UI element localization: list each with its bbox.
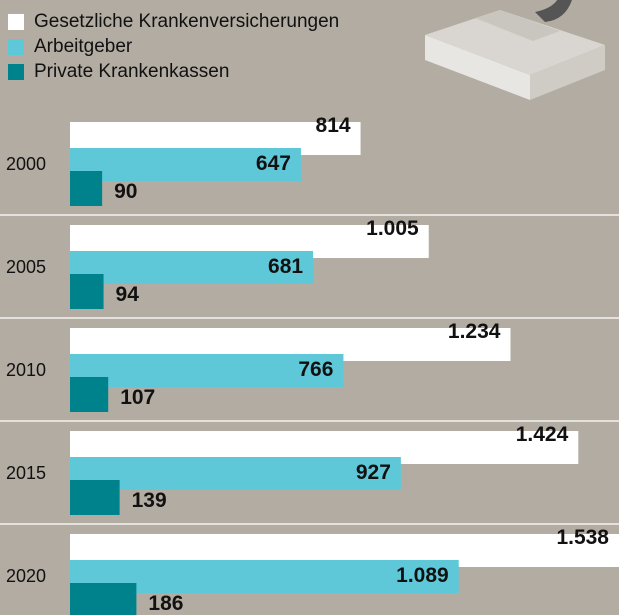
- legend-swatch: [8, 39, 24, 55]
- category-label: 2010: [6, 360, 46, 380]
- bar: [70, 583, 136, 615]
- value-label: 139: [132, 489, 167, 512]
- value-label: 814: [316, 114, 351, 137]
- category-label: 2005: [6, 257, 46, 277]
- legend-label: Private Krankenkassen: [34, 61, 229, 82]
- legend-label: Gesetzliche Krankenversicherungen: [34, 11, 339, 32]
- value-label: 1.234: [448, 320, 501, 343]
- bar: [70, 274, 104, 309]
- chart: Gesetzliche Krankenversicherungen Arbeitg…: [0, 0, 619, 615]
- category-label: 2020: [6, 566, 46, 586]
- value-label: 927: [356, 461, 391, 484]
- value-label: 94: [116, 283, 140, 306]
- category-label: 2015: [6, 463, 46, 483]
- bar: [70, 171, 102, 206]
- bar: [70, 457, 401, 490]
- value-label: 681: [268, 255, 303, 278]
- value-label: 1.089: [396, 564, 449, 587]
- legend-swatch: [8, 64, 24, 80]
- value-label: 107: [120, 386, 155, 409]
- money-icon: [425, 0, 605, 100]
- value-label: 647: [256, 152, 291, 175]
- bar: [70, 377, 108, 412]
- value-label: 766: [298, 358, 333, 381]
- bar: [70, 480, 120, 515]
- value-label: 186: [148, 592, 183, 615]
- value-label: 90: [114, 180, 137, 203]
- legend-swatch: [8, 14, 24, 30]
- value-label: 1.005: [366, 217, 419, 240]
- page: Gesetzliche Krankenversicherungen Arbeitg…: [0, 0, 619, 615]
- value-label: 1.538: [556, 526, 609, 549]
- category-label: 2000: [6, 154, 46, 174]
- value-label: 1.424: [516, 423, 569, 446]
- legend-label: Arbeitgeber: [34, 36, 133, 57]
